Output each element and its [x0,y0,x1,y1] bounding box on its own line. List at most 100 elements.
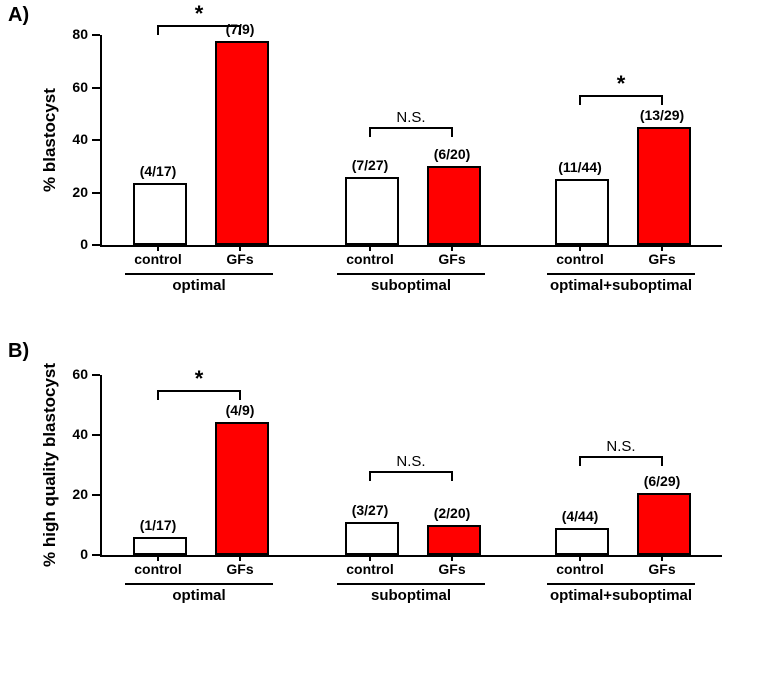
xtick-label: GFs [438,251,465,267]
sig-bracket-drop [369,471,371,481]
sig-label: N.S. [606,438,635,455]
xtick-label: control [346,251,393,267]
sig-bracket-drop [661,456,663,466]
xtick [451,555,453,561]
sig-bracket-drop [157,390,159,400]
bar-annotation: (4/44) [562,508,599,524]
sig-label: * [617,71,626,97]
xtick-label: control [134,251,181,267]
xtick-label: GFs [226,561,253,577]
ytick [92,139,100,141]
sig-label: * [195,1,204,27]
sig-label: N.S. [396,109,425,126]
sig-label: N.S. [396,453,425,470]
ytick [92,494,100,496]
ytick [92,434,100,436]
xtick [451,245,453,251]
sig-bracket [370,471,452,473]
sig-bracket-drop [579,95,581,105]
group-line [337,273,485,275]
ytick [92,87,100,89]
sig-bracket-drop [451,471,453,481]
ytick-label: 60 [62,366,88,382]
ytick [92,374,100,376]
ytick-label: 40 [62,426,88,442]
bar [345,177,399,245]
xtick-label: GFs [438,561,465,577]
bar [133,183,187,245]
group-line [125,583,273,585]
xtick [369,555,371,561]
group-label: optimal+suboptimal [550,277,692,294]
sig-bracket-drop [661,95,663,105]
sig-bracket [580,456,662,458]
panel-b-ylabel: % high quality blastocyst [40,363,60,567]
bar [427,166,481,245]
bar [215,422,269,555]
ytick-label: 80 [62,26,88,42]
panel-a-ylabel: % blastocyst [40,88,60,192]
bar [637,127,691,245]
bar-annotation: (6/20) [434,146,471,162]
bar-annotation: (3/27) [352,502,389,518]
group-line [547,583,695,585]
xtick [661,245,663,251]
xtick-label: GFs [648,251,675,267]
sig-bracket-drop [451,127,453,137]
ytick-label: 20 [62,184,88,200]
sig-label: * [195,366,204,392]
xtick [661,555,663,561]
group-label: optimal+suboptimal [550,587,692,604]
panel-a-plot [100,35,722,247]
figure: A) B) % blastocyst % high quality blasto… [0,0,764,679]
bar-annotation: (6/29) [644,473,681,489]
xtick [239,245,241,251]
group-line [125,273,273,275]
ytick [92,192,100,194]
sig-bracket-drop [239,390,241,400]
bar-annotation: (2/20) [434,505,471,521]
ytick-label: 20 [62,486,88,502]
bar-annotation: (4/17) [140,163,177,179]
ytick-label: 40 [62,131,88,147]
bar [555,528,609,555]
bar-annotation: (7/27) [352,157,389,173]
bar [427,525,481,555]
bar [215,41,269,245]
xtick-label: control [134,561,181,577]
ytick-label: 0 [62,236,88,252]
xtick-label: GFs [648,561,675,577]
ytick-label: 60 [62,79,88,95]
group-label: suboptimal [371,277,451,294]
bar [637,493,691,555]
xtick [239,555,241,561]
panel-a-label: A) [8,4,29,27]
xtick-label: control [556,251,603,267]
bar [555,179,609,245]
bar-annotation: (13/29) [640,107,684,123]
ytick [92,34,100,36]
xtick [157,555,159,561]
bar [345,522,399,555]
group-line [547,273,695,275]
group-label: optimal [172,277,225,294]
xtick [157,245,159,251]
ytick [92,244,100,246]
sig-bracket-drop [239,25,241,35]
xtick-label: control [556,561,603,577]
ytick [92,554,100,556]
bar-annotation: (1/17) [140,517,177,533]
group-line [337,583,485,585]
group-label: optimal [172,587,225,604]
sig-bracket-drop [157,25,159,35]
xtick-label: control [346,561,393,577]
sig-bracket-drop [369,127,371,137]
xtick-label: GFs [226,251,253,267]
bar-annotation: (11/44) [558,159,602,175]
xtick [579,555,581,561]
bar [133,537,187,555]
ytick-label: 0 [62,546,88,562]
sig-bracket [370,127,452,129]
bar-annotation: (4/9) [226,402,255,418]
panel-b-label: B) [8,340,29,363]
